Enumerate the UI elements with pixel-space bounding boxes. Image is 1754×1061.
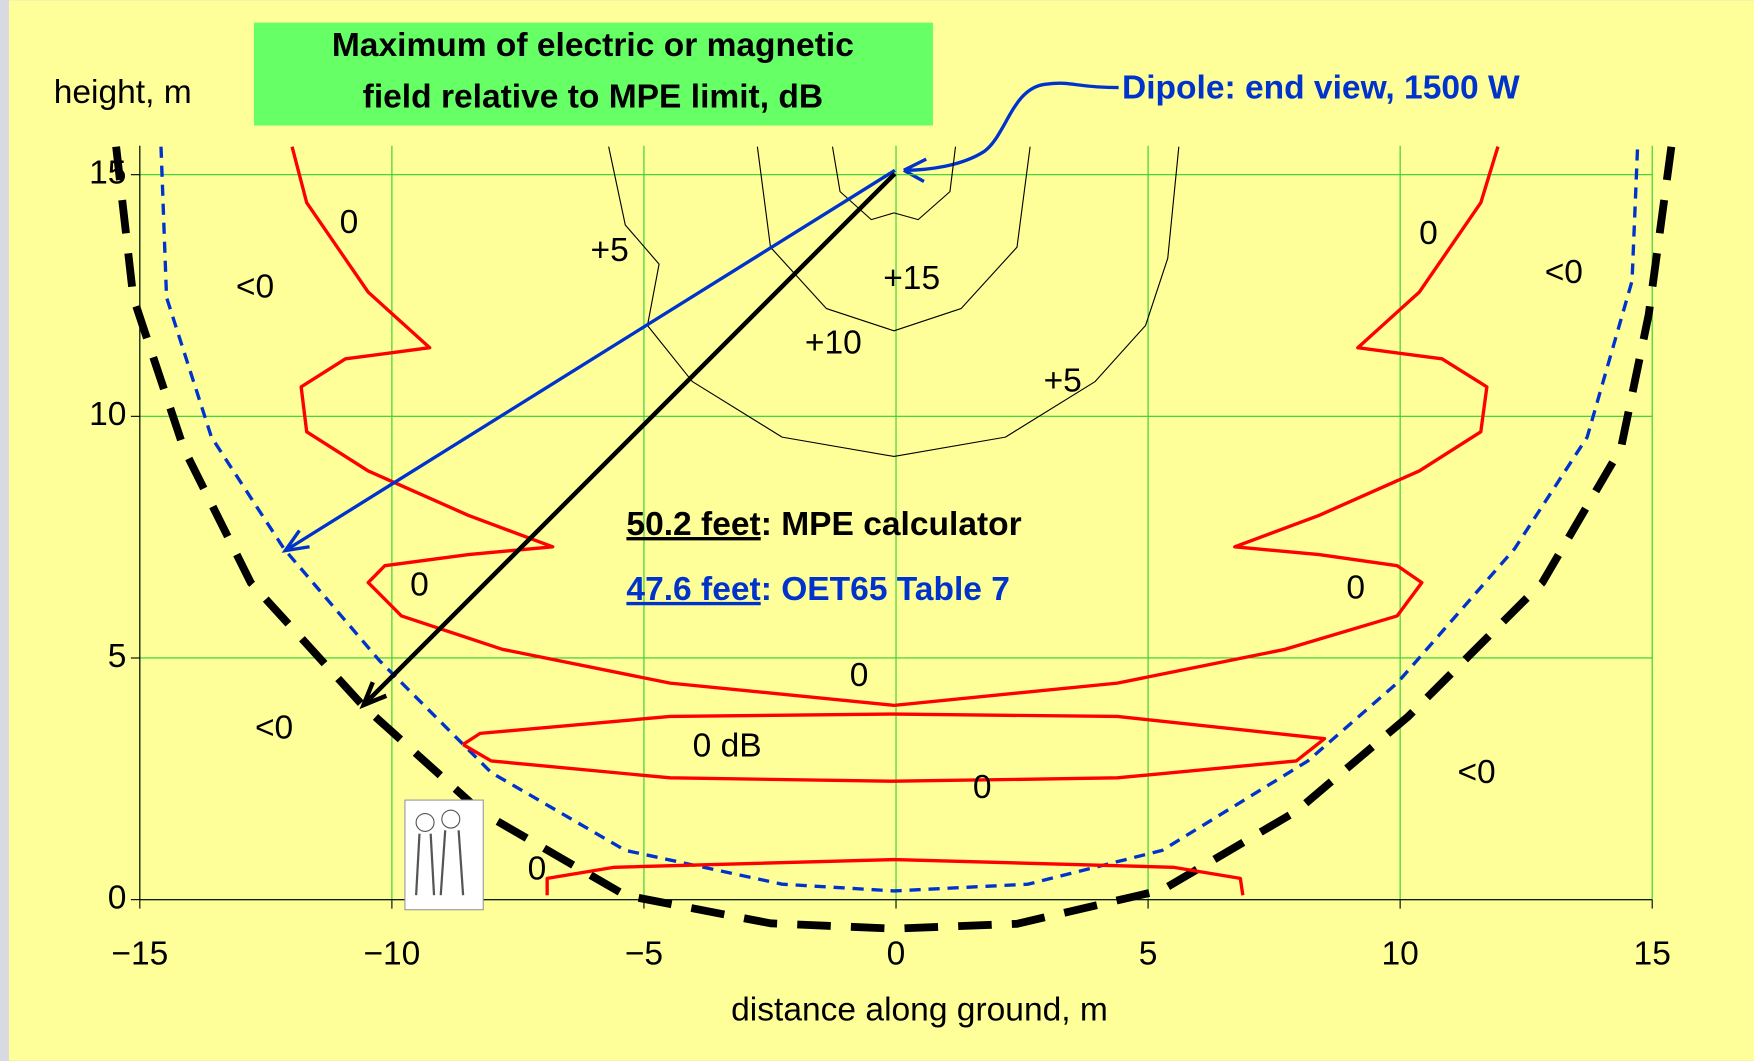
x-tick-label: 0 (887, 935, 906, 972)
people-figure (405, 800, 483, 910)
distance-value: 50.2 feet (626, 506, 760, 543)
y-tick-label: 0 (108, 880, 127, 917)
y-axis-label: height, m (54, 74, 192, 111)
x-tick-label: −15 (111, 935, 168, 972)
x-tick-label: 15 (1634, 935, 1671, 972)
y-tick-label: 10 (89, 396, 126, 433)
chart: Maximum of electric or magnetic field re… (0, 0, 1754, 1061)
contour-label: +15 (883, 260, 940, 297)
contour-label: 0 (1419, 215, 1438, 252)
x-axis-label: distance along ground, m (731, 991, 1108, 1028)
contour-label: 0 (973, 769, 992, 806)
x-tick-label: 10 (1381, 935, 1418, 972)
contour-label: <0 (255, 709, 293, 746)
contour-label: <0 (236, 269, 274, 306)
contour-label: +5 (591, 232, 629, 269)
contour-label: 0 (1346, 570, 1365, 607)
source-label: Dipole: end view, 1500 W (1122, 70, 1520, 107)
contour-label: <0 (1457, 754, 1495, 791)
chart-title: Maximum of electric or magnetic (332, 27, 854, 64)
distance-source: : MPE calculator (761, 506, 1022, 543)
distance-note: 50.2 feet: MPE calculator (626, 506, 1021, 543)
contour-label: +5 (1044, 363, 1082, 400)
chart-title: field relative to MPE limit, dB (363, 79, 823, 116)
contour-label: 0 dB (693, 727, 762, 764)
contour-label: 0 (850, 657, 869, 694)
contour-label: <0 (1545, 254, 1583, 291)
contour-label: 0 (340, 204, 359, 241)
contour-label: 0 (528, 850, 547, 887)
distance-note: 47.6 feet: OET65 Table 7 (626, 571, 1009, 608)
contour-label: 0 (410, 566, 429, 603)
x-tick-label: 5 (1139, 935, 1158, 972)
page: Maximum of electric or magnetic field re… (0, 0, 1754, 1061)
x-tick-label: −5 (625, 935, 663, 972)
x-tick-label: −10 (363, 935, 420, 972)
distance-source: : OET65 Table 7 (761, 571, 1010, 608)
distance-value: 47.6 feet (626, 571, 760, 608)
y-tick-label: 5 (108, 638, 127, 675)
contour-label: +10 (805, 325, 862, 362)
